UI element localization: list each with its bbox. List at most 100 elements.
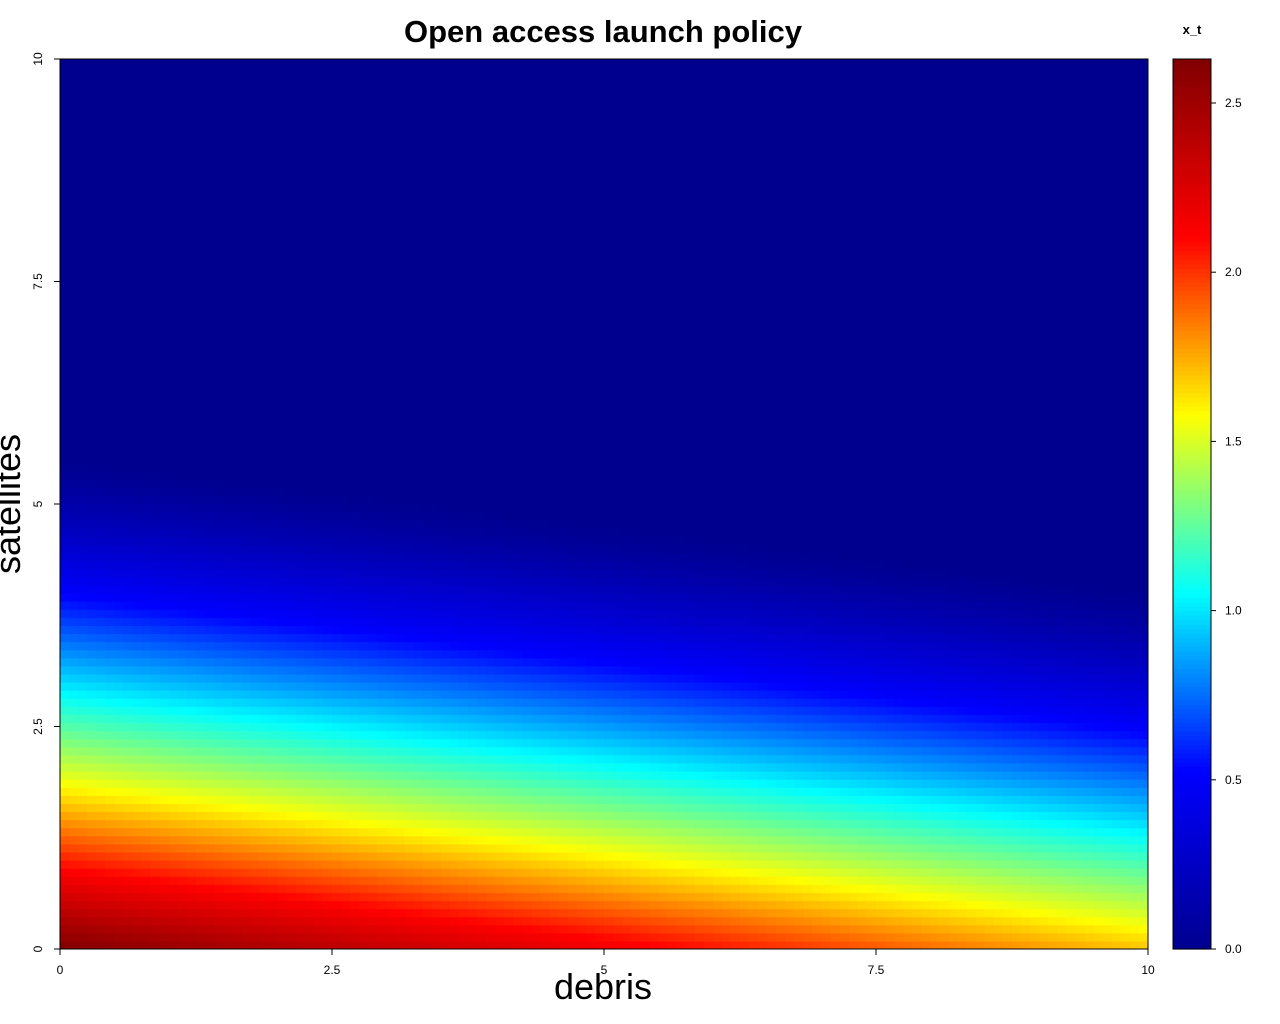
heatmap-cell: [531, 844, 541, 853]
heatmap-cell: [187, 771, 197, 780]
heatmap-cell: [640, 674, 650, 683]
heatmap-cell: [296, 917, 306, 926]
heatmap-cell: [1057, 868, 1067, 877]
heatmap-cell: [1012, 642, 1022, 651]
heatmap-cell: [531, 642, 541, 651]
heatmap-cell: [178, 941, 188, 950]
heatmap-cell: [794, 803, 804, 812]
heatmap-cell: [1085, 852, 1095, 861]
heatmap-cell: [341, 844, 351, 853]
heatmap-cell: [640, 698, 650, 707]
heatmap-cell: [504, 698, 514, 707]
heatmap-cell: [133, 747, 143, 756]
heatmap-cell: [250, 666, 260, 675]
heatmap-cell: [395, 739, 405, 748]
heatmap-cell: [96, 892, 106, 901]
heatmap-cell: [686, 844, 696, 853]
heatmap-cell: [731, 933, 741, 942]
heatmap-cell: [1112, 941, 1122, 950]
heatmap-cell: [1121, 755, 1131, 764]
heatmap-cell: [187, 642, 197, 651]
heatmap-cell: [314, 755, 324, 764]
heatmap-cell: [921, 666, 931, 675]
heatmap-cell: [341, 722, 351, 731]
heatmap-cell: [1039, 658, 1049, 667]
heatmap-cell: [994, 836, 1004, 845]
heatmap-cell: [858, 625, 868, 634]
heatmap-cell: [831, 868, 841, 877]
heatmap-cell: [1030, 941, 1040, 950]
heatmap-cell: [749, 909, 759, 918]
heatmap-cell: [885, 771, 895, 780]
heatmap-cell: [522, 836, 532, 845]
heatmap-cell: [667, 674, 677, 683]
heatmap-cell: [813, 876, 823, 885]
heatmap-cell: [840, 625, 850, 634]
heatmap-cell: [1075, 884, 1085, 893]
heatmap-cell: [87, 698, 97, 707]
heatmap-cell: [350, 706, 360, 715]
heatmap-cell: [776, 900, 786, 909]
heatmap-cell: [858, 771, 868, 780]
heatmap-cell: [368, 787, 378, 796]
heatmap-cell: [405, 650, 415, 659]
heatmap-cell: [323, 828, 333, 837]
heatmap-cell: [287, 811, 297, 820]
heatmap-cell: [296, 933, 306, 942]
heatmap-cell: [622, 828, 632, 837]
heatmap-cell: [1021, 771, 1031, 780]
heatmap-cell: [133, 739, 143, 748]
heatmap-cell: [332, 771, 342, 780]
heatmap-cell: [613, 642, 623, 651]
heatmap-cell: [1012, 925, 1022, 934]
heatmap-cell: [405, 698, 415, 707]
heatmap-cell: [232, 828, 242, 837]
heatmap-cell: [640, 941, 650, 950]
heatmap-cell: [278, 650, 288, 659]
heatmap-cell: [232, 917, 242, 926]
heatmap-cell: [586, 617, 596, 626]
heatmap-cell: [459, 739, 469, 748]
heatmap-cell: [1021, 925, 1031, 934]
heatmap-cell: [858, 828, 868, 837]
heatmap-cell: [903, 658, 913, 667]
heatmap-cell: [667, 787, 677, 796]
heatmap-cell: [441, 941, 451, 950]
heatmap-cell: [967, 763, 977, 772]
heatmap-cell: [105, 633, 115, 642]
heatmap-cell: [531, 884, 541, 893]
heatmap-cell: [967, 731, 977, 740]
heatmap-cell: [142, 787, 152, 796]
heatmap-cell: [695, 787, 705, 796]
heatmap-cell: [287, 674, 297, 683]
heatmap-cell: [667, 666, 677, 675]
heatmap-cell: [350, 892, 360, 901]
heatmap-cell: [504, 892, 514, 901]
heatmap-cell: [568, 844, 578, 853]
heatmap-cell: [949, 933, 959, 942]
heatmap-cell: [1021, 731, 1031, 740]
heatmap-cell: [840, 917, 850, 926]
heatmap-cell: [550, 852, 560, 861]
heatmap-cell: [377, 747, 387, 756]
heatmap-cell: [314, 642, 324, 651]
heatmap-cell: [550, 722, 560, 731]
heatmap-cell: [930, 650, 940, 659]
heatmap-cell: [205, 900, 215, 909]
heatmap-cell: [541, 844, 551, 853]
heatmap-cell: [767, 884, 777, 893]
heatmap-cell: [976, 820, 986, 829]
heatmap-cell: [160, 909, 170, 918]
heatmap-cell: [1039, 779, 1049, 788]
heatmap-cell: [1130, 658, 1140, 667]
heatmap-cell: [813, 617, 823, 626]
heatmap-cell: [495, 820, 505, 829]
heatmap-cell: [758, 892, 768, 901]
heatmap-cell: [930, 836, 940, 845]
heatmap-cell: [87, 892, 97, 901]
heatmap-cell: [96, 828, 106, 837]
heatmap-cell: [568, 698, 578, 707]
heatmap-cell: [758, 731, 768, 740]
heatmap-cell: [541, 900, 551, 909]
heatmap-cell: [985, 674, 995, 683]
